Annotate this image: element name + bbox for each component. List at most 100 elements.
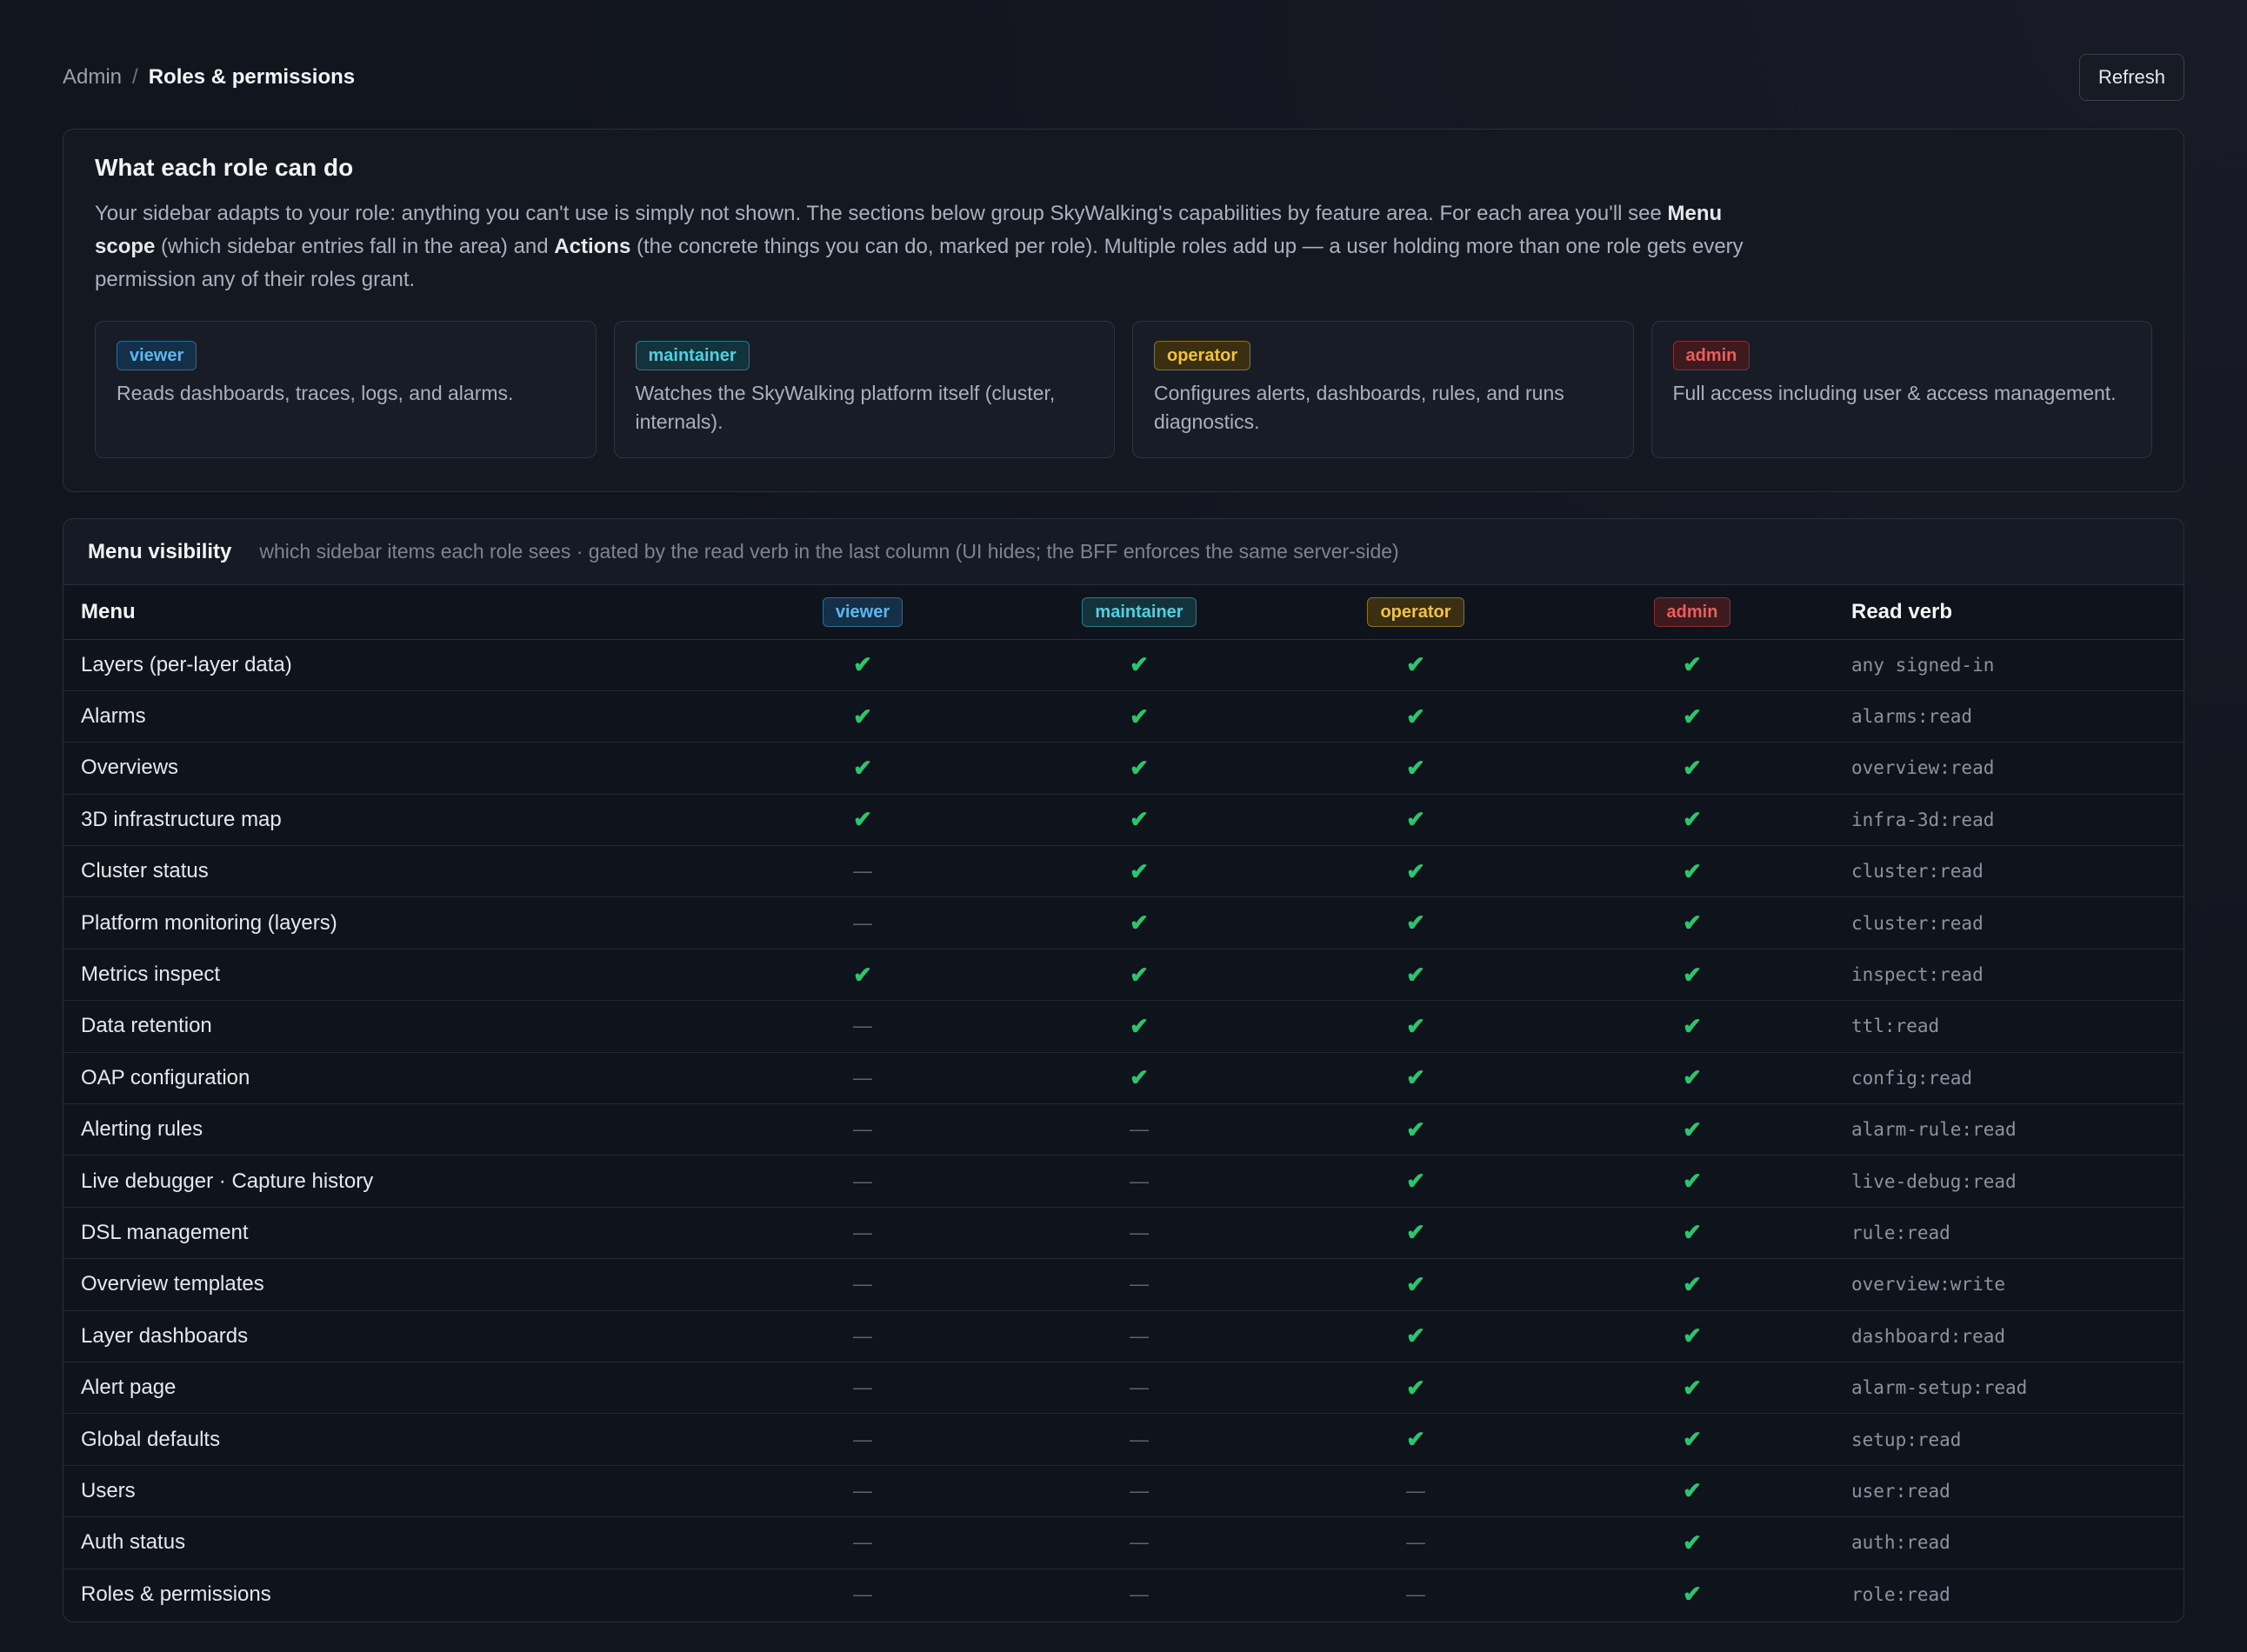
read-verb-cell: cluster:read (1830, 897, 2184, 949)
menu-visibility-header: Menu visibility which sidebar items each… (63, 519, 2184, 585)
maintainer-access-cell: — (1001, 1104, 1277, 1156)
breadcrumb-separator: / (132, 65, 138, 89)
dash-icon: — (1130, 1169, 1149, 1192)
refresh-button[interactable]: Refresh (2078, 54, 2184, 101)
maintainer-access-cell: ✔ (1001, 690, 1277, 742)
menu-name-cell: Alert page (81, 1376, 177, 1400)
check-icon: ✔ (1406, 857, 1425, 884)
operator-access-cell: — (1277, 1465, 1554, 1516)
read-verb: alarm-rule:read (1851, 1119, 2017, 1141)
admin-access-cell: ✔ (1554, 1310, 1830, 1362)
role-card-maintainer: maintainer Watches the SkyWalking platfo… (613, 321, 1115, 458)
maintainer-access-cell: — (1001, 1465, 1277, 1516)
viewer-access-cell: ✔ (724, 690, 1001, 742)
dash-icon: — (853, 1376, 872, 1399)
operator-access-cell: ✔ (1277, 1052, 1554, 1103)
operator-access-cell: ✔ (1277, 846, 1554, 897)
read-verb: config:read (1851, 1067, 1973, 1089)
menu-name-cell: Metrics inspect (81, 963, 221, 987)
table-row: Data retention — ✔ ✔ ✔ ttl:read (63, 1001, 2184, 1053)
admin-access-cell: ✔ (1554, 1517, 1830, 1569)
check-icon: ✔ (1683, 1477, 1702, 1504)
check-icon: ✔ (1406, 1426, 1425, 1453)
check-icon: ✔ (1406, 806, 1425, 833)
breadcrumb: Admin / Roles & permissions (63, 65, 355, 90)
desc-text: (the concrete things you can do, marked … (95, 235, 1744, 291)
operator-access-cell: ✔ (1277, 1362, 1554, 1413)
read-verb-cell: alarms:read (1830, 690, 2184, 742)
viewer-access-cell: — (724, 1517, 1001, 1569)
column-header-read-verb: Read verb (1851, 599, 1953, 623)
table-body: Layers (per-layer data) ✔ ✔ ✔ ✔ any signed-in… (63, 639, 2184, 1620)
dash-icon: — (1130, 1273, 1149, 1296)
column-header-admin: admin (1554, 585, 1830, 639)
check-icon: ✔ (1683, 806, 1702, 833)
check-icon: ✔ (1683, 1219, 1702, 1246)
read-verb-cell: auth:read (1830, 1517, 2184, 1569)
admin-access-cell: ✔ (1554, 743, 1830, 794)
viewer-access-cell: ✔ (724, 794, 1001, 845)
menu-name-cell: 3D infrastructure map (81, 807, 282, 831)
check-icon: ✔ (1406, 754, 1425, 781)
check-icon: ✔ (1406, 1116, 1425, 1142)
menu-name-cell: Cluster status (81, 859, 209, 883)
read-verb: inspect:read (1851, 964, 1984, 986)
maintainer-access-cell: — (1001, 1259, 1277, 1310)
viewer-access-cell: — (724, 1259, 1001, 1310)
read-verb-cell: role:read (1830, 1569, 2184, 1620)
role-description: Configures alerts, dashboards, rules, an… (1154, 382, 1564, 433)
operator-access-cell: ✔ (1277, 1156, 1554, 1207)
menu-name-cell: Layers (per-layer data) (81, 652, 292, 676)
operator-access-cell: ✔ (1277, 794, 1554, 845)
dash-icon: — (853, 1169, 872, 1192)
column-header-viewer: viewer (724, 585, 1001, 639)
admin-access-cell: ✔ (1554, 1104, 1830, 1156)
roles-summary-card: What each role can do Your sidebar adapt… (63, 129, 2184, 492)
read-verb-cell: alarm-rule:read (1830, 1104, 2184, 1156)
check-icon: ✔ (1683, 1581, 1702, 1608)
admin-access-cell: ✔ (1554, 639, 1830, 690)
menu-name-cell: Layer dashboards (81, 1323, 249, 1348)
check-icon: ✔ (1130, 909, 1149, 936)
read-verb: overview:read (1851, 757, 1995, 779)
viewer-access-cell: — (724, 1362, 1001, 1413)
table-header-row: Menu viewer maintainer operator admin Re… (63, 585, 2184, 639)
read-verb-cell: dashboard:read (1830, 1310, 2184, 1362)
check-icon: ✔ (1683, 1426, 1702, 1453)
check-icon: ✔ (1406, 1064, 1425, 1091)
check-icon: ✔ (1683, 651, 1702, 678)
table-row: Alert page — — ✔ ✔ alarm-setup:read (63, 1362, 2184, 1414)
desc-text: Your sidebar adapts to your role: anythi… (95, 202, 1668, 225)
read-verb-cell: config:read (1830, 1052, 2184, 1103)
breadcrumb-admin-link[interactable]: Admin (63, 65, 123, 89)
menu-name-cell: Live debugger · Capture history (81, 1169, 374, 1193)
maintainer-access-cell: ✔ (1001, 743, 1277, 794)
role-badge-admin: admin (1653, 596, 1731, 627)
read-verb: cluster:read (1851, 861, 1984, 883)
maintainer-access-cell: — (1001, 1310, 1277, 1362)
maintainer-access-cell: — (1001, 1362, 1277, 1413)
check-icon: ✔ (853, 754, 872, 781)
check-icon: ✔ (853, 651, 872, 678)
dash-icon: — (853, 1273, 872, 1296)
admin-access-cell: ✔ (1554, 690, 1830, 742)
read-verb-cell: user:read (1830, 1465, 2184, 1516)
check-icon: ✔ (853, 703, 872, 729)
dash-icon: — (1130, 1531, 1149, 1554)
menu-name-cell: Global defaults (81, 1427, 221, 1451)
read-verb: alarm-setup:read (1851, 1377, 2028, 1399)
menu-name-cell: Auth status (81, 1530, 186, 1555)
check-icon: ✔ (1683, 1322, 1702, 1349)
menu-name-cell: DSL management (81, 1220, 249, 1244)
check-icon: ✔ (1683, 1270, 1702, 1297)
viewer-access-cell: — (724, 1104, 1001, 1156)
viewer-access-cell: ✔ (724, 639, 1001, 690)
maintainer-access-cell: — (1001, 1156, 1277, 1207)
read-verb-cell: rule:read (1830, 1207, 2184, 1258)
check-icon: ✔ (1130, 1012, 1149, 1039)
operator-access-cell: — (1277, 1517, 1554, 1569)
read-verb-cell: inspect:read (1830, 949, 2184, 1000)
table-row: Alerting rules — — ✔ ✔ alarm-rule:read (63, 1104, 2184, 1156)
menu-name-cell: Overview templates (81, 1272, 264, 1296)
